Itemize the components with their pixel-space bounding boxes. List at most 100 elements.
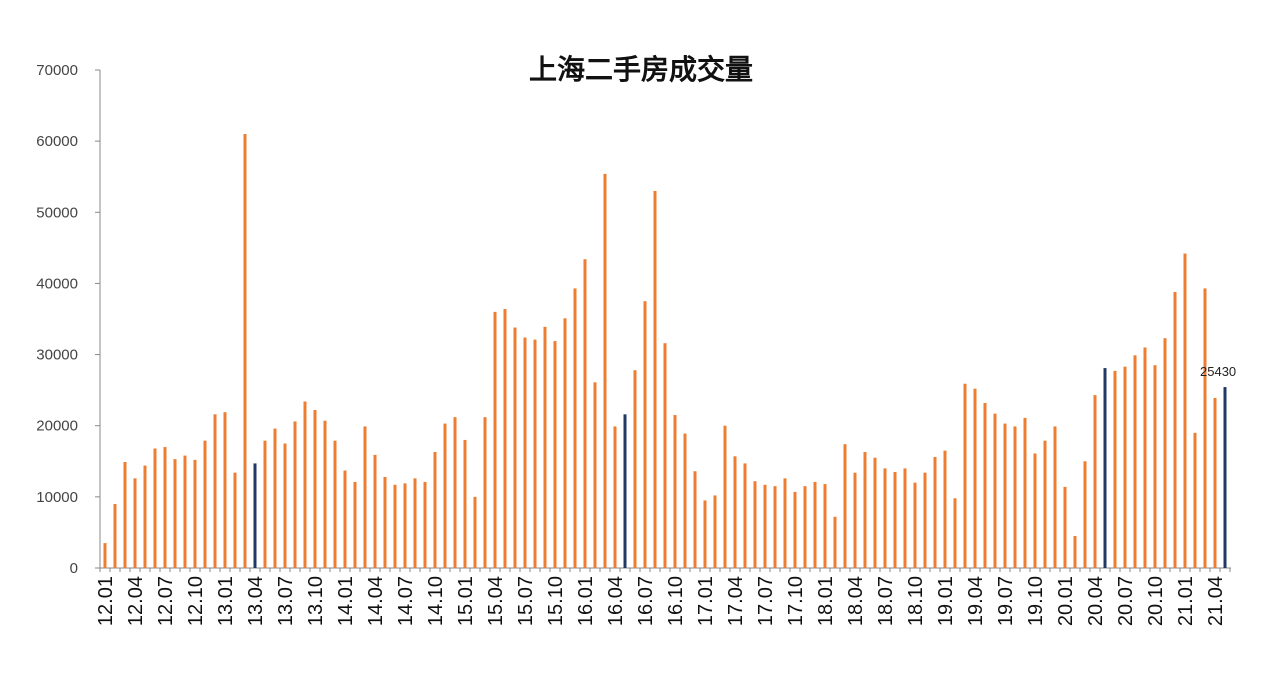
bar <box>343 470 347 568</box>
x-tick-label: 12.10 <box>185 576 207 626</box>
bar <box>493 311 497 568</box>
x-tick-label: 13.01 <box>215 576 237 626</box>
bar <box>443 423 447 568</box>
bar <box>723 425 727 568</box>
bar <box>333 440 337 568</box>
bar <box>753 481 757 568</box>
x-tick-label: 18.01 <box>815 576 837 626</box>
bar <box>1183 253 1187 568</box>
bar <box>353 481 357 568</box>
bar <box>913 482 917 568</box>
x-tick-label: 15.01 <box>455 576 477 626</box>
bar <box>273 428 277 568</box>
bar <box>123 461 127 568</box>
bar <box>663 343 667 568</box>
bar <box>1073 535 1077 568</box>
bar <box>1133 355 1137 568</box>
x-tick-label: 21.04 <box>1205 576 1227 626</box>
x-tick-label: 16.07 <box>635 576 657 626</box>
chart-title: 上海二手房成交量 <box>528 53 753 86</box>
x-tick-label: 14.10 <box>425 576 447 626</box>
bar <box>373 454 377 568</box>
bar <box>993 413 997 568</box>
bar <box>413 478 417 568</box>
x-tick-label: 15.07 <box>515 576 537 626</box>
data-label: 25430 <box>1200 364 1236 379</box>
bar <box>1033 453 1037 568</box>
bar <box>453 417 457 568</box>
bar <box>573 288 577 568</box>
bar <box>403 483 407 568</box>
bar <box>613 426 617 568</box>
y-tick-label: 0 <box>70 560 78 577</box>
bar <box>1113 370 1117 568</box>
bar <box>623 414 627 568</box>
bar <box>363 426 367 568</box>
x-tick-label: 21.01 <box>1175 576 1197 626</box>
bar <box>143 465 147 568</box>
bar <box>313 410 317 568</box>
bar <box>1023 417 1027 568</box>
bar <box>1143 347 1147 568</box>
bar <box>983 402 987 568</box>
bar <box>583 259 587 568</box>
bar <box>743 463 747 568</box>
bar <box>163 447 167 568</box>
x-tick-label: 12.01 <box>95 576 117 626</box>
x-tick-label: 20.10 <box>1145 576 1167 626</box>
bar <box>303 401 307 568</box>
x-tick-label: 16.10 <box>665 576 687 626</box>
x-tick-label: 14.04 <box>365 576 387 626</box>
bar <box>503 309 507 568</box>
x-tick-label: 14.07 <box>395 576 417 626</box>
bar <box>1173 291 1177 568</box>
bar <box>1003 423 1007 568</box>
bar <box>233 472 237 568</box>
bar <box>193 459 197 568</box>
bar <box>1063 486 1067 568</box>
bar <box>543 326 547 568</box>
y-tick-label: 70000 <box>36 62 78 79</box>
bar <box>703 500 707 568</box>
bar <box>683 433 687 568</box>
bar <box>953 498 957 568</box>
bar <box>1203 288 1207 568</box>
bar <box>963 383 967 568</box>
bar <box>323 420 327 568</box>
bar <box>523 337 527 568</box>
x-tick-label: 20.04 <box>1085 576 1107 626</box>
bar <box>843 444 847 568</box>
bar <box>183 455 187 568</box>
bar <box>103 543 107 568</box>
x-tick-label: 15.04 <box>485 576 507 626</box>
bar <box>883 468 887 568</box>
bar <box>803 486 807 568</box>
bar <box>933 457 937 568</box>
bar <box>173 459 177 568</box>
y-tick-label: 20000 <box>36 418 78 435</box>
x-tick-label: 19.10 <box>1025 576 1047 626</box>
y-tick-label: 50000 <box>36 204 78 221</box>
y-tick-label: 60000 <box>36 133 78 150</box>
x-tick-label: 17.10 <box>785 576 807 626</box>
bar <box>943 450 947 568</box>
bar <box>393 484 397 568</box>
bar <box>533 339 537 568</box>
x-tick-label: 19.04 <box>965 576 987 626</box>
x-tick-label: 18.04 <box>845 576 867 626</box>
bar <box>113 503 117 568</box>
bar <box>1083 461 1087 568</box>
bar <box>833 516 837 568</box>
bar <box>1043 440 1047 568</box>
bar <box>133 478 137 568</box>
y-tick-label: 40000 <box>36 275 78 292</box>
bar <box>293 421 297 568</box>
bar <box>903 468 907 568</box>
bar <box>433 452 437 568</box>
bar <box>483 417 487 568</box>
x-tick-label: 16.04 <box>605 576 627 626</box>
bar <box>283 443 287 568</box>
bar <box>873 457 877 568</box>
